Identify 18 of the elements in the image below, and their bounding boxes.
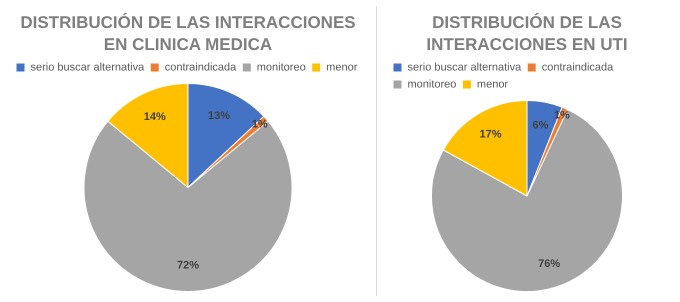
data-label: 76% (538, 258, 560, 270)
data-label: 1% (554, 109, 570, 122)
legend-label: monitoreo (256, 62, 306, 74)
chart-title: DISTRIBUCIÓN DE LAS INTERACCIONES EN UTI (425, 12, 629, 56)
data-label: 1% (252, 118, 268, 130)
legend-label: contraindicada (164, 62, 238, 74)
data-label: 14% (144, 110, 166, 123)
chart-title: DISTRIBUCIÓN DE LAS INTERACCIONES EN CLINICA MEDICA (19, 12, 357, 56)
legend-label: contraindicada (542, 62, 614, 74)
legend-label: menor (326, 62, 358, 74)
data-label: 6% (532, 120, 549, 132)
data-label: 17% (480, 128, 502, 140)
data-label: 13% (208, 110, 230, 122)
legend-label: serio buscar alternativa (408, 62, 522, 74)
legend-label: serio buscar alternativa (30, 62, 146, 74)
legend-label: menor (476, 78, 508, 91)
legend-label: monitoreo (408, 78, 456, 91)
data-label: 72% (176, 260, 200, 272)
